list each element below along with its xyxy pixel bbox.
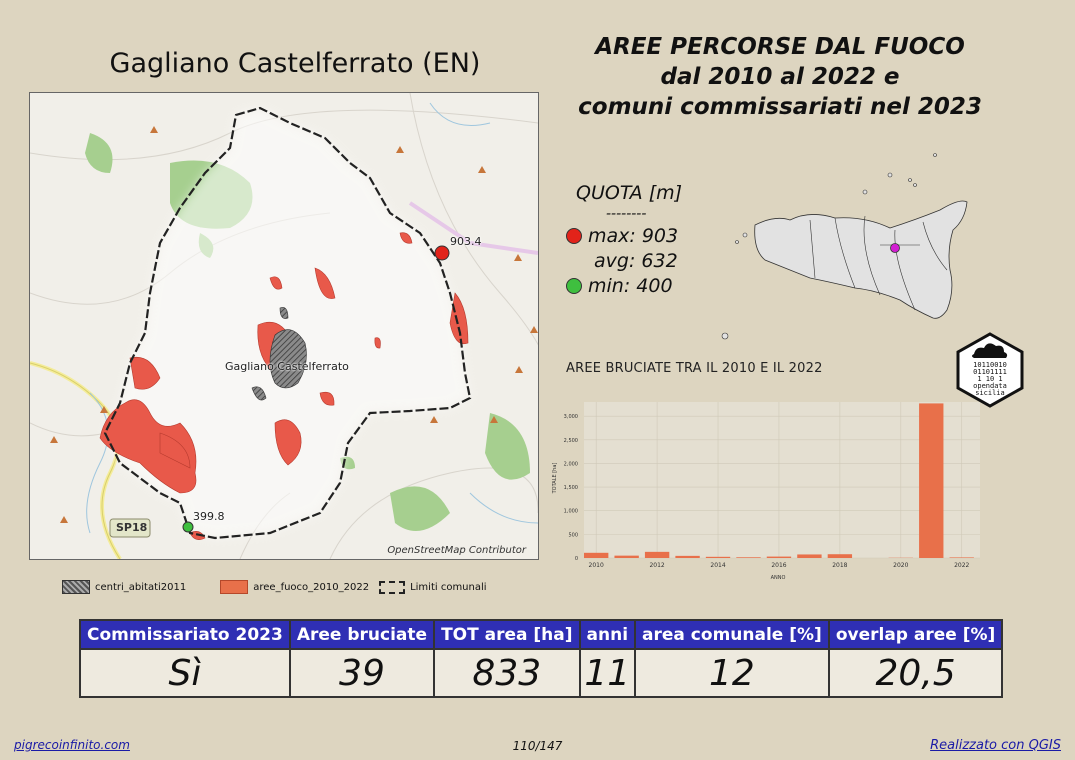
chart-y-axis-label: TOTALE [ha] [552,463,558,495]
value-tot-area: 833 [433,648,581,698]
min-elevation-marker[interactable] [182,521,194,533]
chart-x-tick-label: 2020 [893,562,908,569]
municipal-boundary [103,106,472,540]
burned-area-chart[interactable]: 0 500 1,000 1,500 2,000 2,500 3,000 2010 2012 20… [548,394,988,590]
logo-bits-2: 01101111 [973,368,1007,376]
elevation-box: QUOTA [m] -------- max: 903 avg: 632 min… [566,180,716,298]
max-point-label: 903.4 [450,235,482,248]
quota-title: QUOTA [m] [576,181,683,204]
sicily-locator-map [721,153,968,340]
place-title: Gagliano Castelferrato (EN) [109,48,481,79]
road-label: SP18 [116,521,148,534]
header-commissariato: Commissariato 2023 [79,619,291,650]
legend-item-boundary: Limiti comunali [379,580,487,594]
map-legend: centri_abitati2011 aree_fuoco_2010_2022 … [62,578,487,596]
chart-bar [614,555,639,558]
chart-plot-area [584,402,980,558]
urban-centers [251,307,307,401]
main-title-line1: AREE PERCORSE DAL FUOCO [595,34,965,60]
chart-y-tick-label: 500 [568,532,578,538]
quota-min: min: 400 [588,274,673,297]
summary-table: Commissariato 2023 Aree bruciate TOT are… [79,619,1004,698]
logo-name-1: opendata [973,382,1007,390]
green-dot-icon [566,277,582,294]
main-title-line3: comuni commissariati nel 2023 [578,94,982,120]
road-shield [109,518,151,538]
chart-y-tick-label: 2,500 [564,438,578,444]
map-canvas [30,93,538,559]
chart-bar [584,552,609,558]
legend-item-fire: aree_fuoco_2010_2022 [220,580,369,594]
value-aree-bruciate: 39 [288,648,436,698]
chart-bar [644,551,670,558]
value-area-comunale: 12 [634,648,830,698]
summary-value-row: Sì 39 833 11 12 20,5 [79,648,1004,698]
legend-label-fire: aree_fuoco_2010_2022 [253,581,370,593]
chart-y-tick-label: 1,500 [564,485,578,491]
footer-site-link[interactable]: pigrecoinfinito.com [14,738,130,752]
footer-qgis-link[interactable]: Realizzato con QGIS [930,738,1061,753]
municipality-map[interactable]: 903.4 399.8 Gagliano Castelferrato SP18 … [29,92,539,560]
logo-name-2: sicilia [975,389,1005,397]
chart-bar [675,555,700,558]
summary-header-row: Commissariato 2023 Aree bruciate TOT are… [79,619,1004,650]
opendata-sicilia-logo: 10110010 01101111 1 10 1 opendata sicili… [956,332,1024,408]
page-number: 110/147 [512,739,563,753]
chart-bar [919,403,944,558]
main-title-line2: dal 2010 al 2022 e [660,64,900,90]
legend-item-urban: centri_abitati2011 [62,580,186,594]
header-overlap: overlap aree [%] [827,619,1004,650]
orange-swatch-icon [220,580,249,594]
header-aree-bruciate: Aree bruciate [288,619,436,650]
quota-separator: -------- [606,206,647,222]
dashed-outline-swatch-icon [379,580,406,594]
chart-x-tick-label: 2010 [589,562,604,569]
logo-bits-1: 10110010 [973,361,1007,369]
chart-bar [797,554,822,558]
min-point-label: 399.8 [193,510,225,523]
value-anni: 11 [578,648,637,698]
hatched-swatch-icon [62,580,90,594]
max-elevation-marker[interactable] [434,245,450,261]
red-dot-icon [566,227,582,244]
quota-max: max: 903 [588,224,679,247]
value-commissariato: Sì [79,648,291,698]
header-area-comunale: area comunale [%] [634,619,830,650]
chart-x-tick-label: 2012 [649,562,664,569]
legend-label-urban: centri_abitati2011 [95,581,187,593]
municipality-location-dot [890,243,900,253]
chart-bar [949,557,974,558]
chart-bar [705,556,731,558]
quota-max-row: max: 903 [566,223,716,248]
chart-bar [736,557,761,558]
chart-y-tick-label: 0 [575,556,578,562]
chart-title: AREE BRUCIATE TRA IL 2010 E IL 2022 [566,361,823,376]
logo-bits-3: 1 10 1 [977,375,1002,383]
chart-x-tick-label: 2014 [710,562,725,569]
quota-avg: avg: 632 [594,249,678,272]
chart-y-tick-label: 3,000 [564,414,578,420]
legend-label-boundary: Limiti comunali [410,581,487,593]
chart-bar [827,554,853,558]
quota-min-row: min: 400 [566,273,716,298]
chart-x-tick-label: 2022 [954,562,969,569]
header-anni: anni [578,619,637,650]
chart-y-tick-label: 1,000 [564,509,578,515]
chart-x-tick-label: 2018 [832,562,847,569]
value-overlap: 20,5 [827,648,1004,698]
chart-y-tick-label: 2,000 [564,461,578,467]
osm-credit: OpenStreetMap Contributor [387,545,526,556]
chart-x-tick-label: 2016 [771,562,786,569]
town-label: Gagliano Castelferrato [225,360,349,373]
chart-x-axis-label: ANNO [771,575,786,581]
header-tot-area: TOT area [ha] [433,619,581,650]
chart-bar [766,556,792,558]
main-title: AREE PERCORSE DAL FUOCO dal 2010 al 2022… [560,32,1000,122]
